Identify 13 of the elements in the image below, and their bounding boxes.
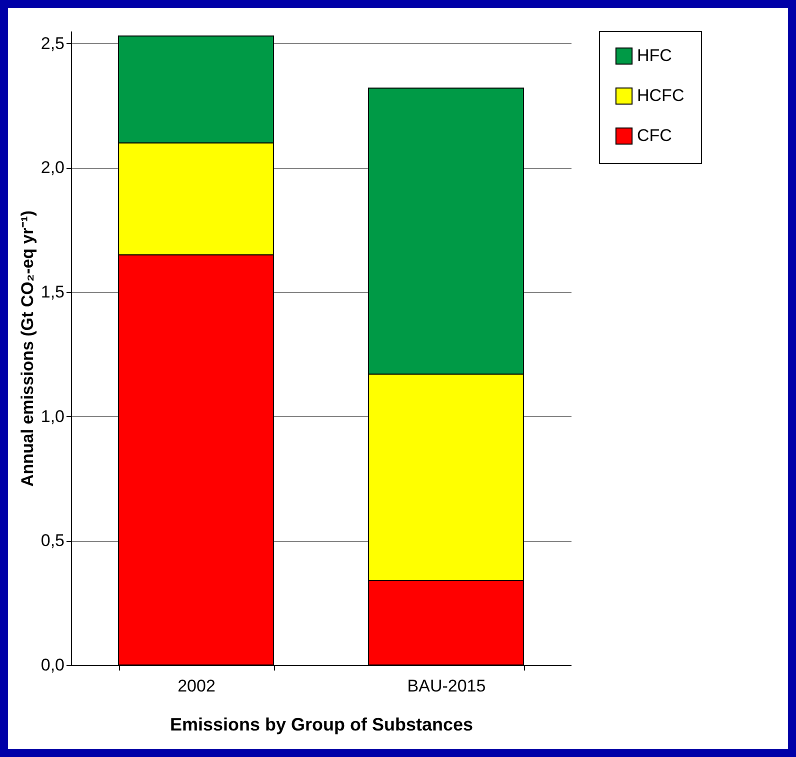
legend-label: CFC	[637, 126, 672, 145]
y-tick-label: 1,5	[40, 282, 64, 302]
y-tick-label: 0,0	[40, 656, 64, 674]
y-tick-label: 1,0	[40, 406, 64, 426]
x-tick-label: BAU-2015	[407, 676, 486, 696]
legend-label: HFC	[637, 46, 672, 65]
y-tick-label: 2,0	[40, 158, 64, 178]
legend-label: HCFC	[637, 86, 684, 105]
y-tick-label: 2,5	[40, 34, 64, 53]
y-axis-title: Annual emissions (Gt CO₂-eq yr⁻¹)	[18, 210, 37, 487]
y-tick-label: 0,5	[40, 531, 64, 550]
x-tick-label: 2002	[178, 676, 216, 696]
x-axis-title: Emissions by Group of Substances	[170, 714, 474, 734]
